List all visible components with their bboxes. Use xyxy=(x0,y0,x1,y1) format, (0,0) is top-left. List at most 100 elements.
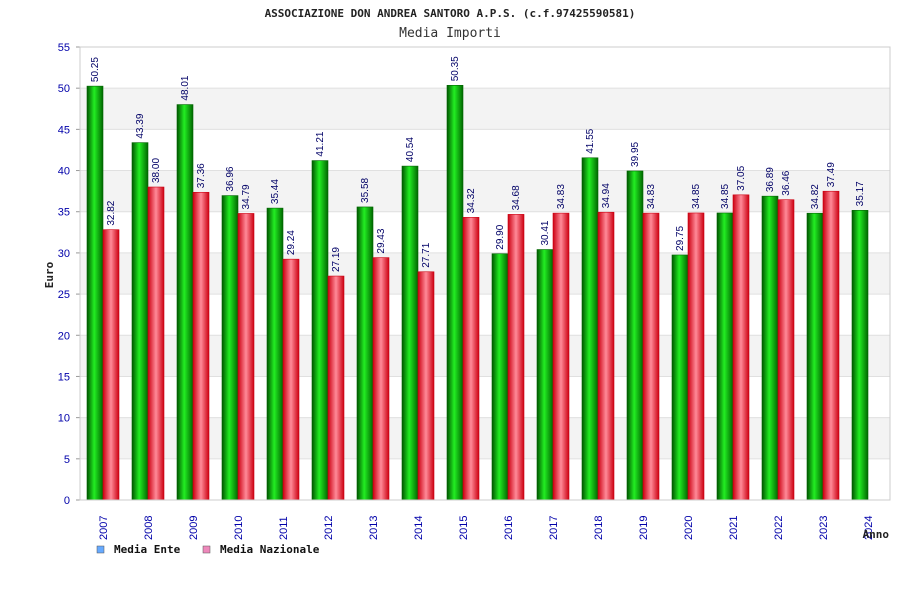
bar-media-ente xyxy=(266,207,284,501)
value-label-media-nazionale: 34.83 xyxy=(556,184,567,209)
value-label-media-ente: 35.58 xyxy=(360,177,371,202)
bars-group: 50.25 32.82 43.39 38.00 48.01 37.36 36.96 34.79… xyxy=(86,56,869,501)
x-axis-ticks: 2007 2008 2009 2010 2011 2012 2013 2014 2015 2016… xyxy=(98,516,875,540)
value-label-media-nazionale: 34.83 xyxy=(646,184,657,209)
bar-media-nazionale xyxy=(462,217,480,501)
value-label-media-nazionale: 34.85 xyxy=(691,183,702,208)
bar-media-nazionale xyxy=(597,211,615,501)
y-axis-ticks: 0 5 10 15 20 25 30 35 40 45 50 55 xyxy=(58,42,80,507)
x-tick-label: 2023 xyxy=(818,516,830,540)
bar-media-nazionale xyxy=(417,271,435,501)
bar-media-ente xyxy=(806,212,824,501)
value-label-media-nazionale: 34.94 xyxy=(601,183,612,208)
bar-media-nazionale xyxy=(777,199,795,501)
x-tick-label: 2018 xyxy=(593,516,605,540)
y-tick-label: 55 xyxy=(58,42,70,54)
legend: Media Ente Media Nazionale xyxy=(96,543,320,556)
value-label-media-ente: 36.96 xyxy=(225,166,236,191)
grid-band xyxy=(80,252,890,295)
value-label-media-nazionale: 37.36 xyxy=(196,163,207,188)
y-tick-label: 45 xyxy=(58,124,70,136)
bar-media-nazionale xyxy=(687,212,705,501)
bar-media-nazionale xyxy=(552,212,570,501)
x-tick-label: 2014 xyxy=(413,516,425,540)
bar-media-nazionale xyxy=(732,194,750,501)
y-tick-label: 25 xyxy=(58,289,70,301)
y-tick-label: 40 xyxy=(58,166,70,178)
x-axis-label: Anno xyxy=(863,528,890,541)
legend-swatch-media-nazionale xyxy=(202,545,211,554)
x-tick-label: 2024 xyxy=(863,516,875,540)
bar-media-ente xyxy=(491,253,509,501)
x-tick-label: 2011 xyxy=(278,516,290,540)
x-tick-label: 2009 xyxy=(188,516,200,540)
x-tick-label: 2008 xyxy=(143,516,155,540)
x-tick-label: 2007 xyxy=(98,516,110,540)
y-tick-label: 15 xyxy=(58,371,70,383)
bar-media-ente xyxy=(761,195,779,501)
bar-media-ente xyxy=(716,212,734,501)
bar-media-ente xyxy=(581,157,599,501)
grid-band xyxy=(80,335,890,377)
y-tick-label: 20 xyxy=(58,330,70,342)
bar-media-nazionale xyxy=(327,275,345,501)
value-label-media-nazionale: 37.05 xyxy=(736,165,747,190)
value-label-media-nazionale: 27.19 xyxy=(331,247,342,272)
bar-media-ente xyxy=(356,206,374,501)
bar-media-nazionale xyxy=(102,229,120,501)
y-axis-label: Euro xyxy=(43,261,56,288)
x-tick-label: 2019 xyxy=(638,516,650,540)
value-label-media-nazionale: 27.71 xyxy=(421,242,432,267)
value-label-media-nazionale: 34.32 xyxy=(466,188,477,213)
x-tick-label: 2013 xyxy=(368,516,380,540)
x-tick-label: 2017 xyxy=(548,516,560,540)
bar-media-nazionale xyxy=(822,190,840,501)
value-label-media-ente: 30.41 xyxy=(540,220,551,245)
value-label-media-ente: 50.25 xyxy=(90,57,101,82)
grid-band xyxy=(80,88,890,130)
x-tick-label: 2012 xyxy=(323,516,335,540)
bar-media-ente xyxy=(131,142,149,501)
value-label-media-nazionale: 34.68 xyxy=(511,185,522,210)
bar-media-ente xyxy=(536,249,554,501)
chart-subtitle: Media Importi xyxy=(399,26,501,41)
x-tick-label: 2020 xyxy=(683,516,695,540)
value-label-media-nazionale: 38.00 xyxy=(151,158,162,183)
legend-label-media-nazionale: Media Nazionale xyxy=(220,543,320,556)
grid-band xyxy=(80,458,890,500)
plot-background xyxy=(80,46,890,501)
bar-media-nazionale xyxy=(507,214,525,501)
y-tick-label: 10 xyxy=(58,413,70,425)
bar-media-ente xyxy=(446,84,464,501)
y-tick-label: 5 xyxy=(64,454,70,466)
bar-media-ente xyxy=(311,160,329,501)
value-label-media-nazionale: 37.49 xyxy=(826,162,837,187)
legend-swatch-media-ente xyxy=(96,545,105,554)
value-label-media-ente: 50.35 xyxy=(450,56,461,81)
bar-media-ente xyxy=(86,85,104,501)
value-label-media-nazionale: 32.82 xyxy=(106,200,117,225)
x-tick-label: 2021 xyxy=(728,516,740,540)
value-label-media-ente: 29.75 xyxy=(675,226,686,251)
value-label-media-ente: 34.82 xyxy=(810,184,821,209)
bar-media-ente xyxy=(221,195,239,501)
grid-band xyxy=(80,211,890,253)
bar-media-ente xyxy=(851,210,869,501)
plot-frame xyxy=(79,46,891,501)
y-tick-label: 0 xyxy=(64,495,70,507)
y-tick-label: 50 xyxy=(58,83,70,95)
value-label-media-ente: 35.17 xyxy=(855,181,866,206)
bar-media-ente xyxy=(401,165,419,501)
grid-band xyxy=(80,376,890,418)
y-tick-label: 30 xyxy=(58,248,70,260)
grid-band xyxy=(80,417,890,459)
value-label-media-ente: 48.01 xyxy=(180,75,191,100)
value-label-media-ente: 35.44 xyxy=(270,179,281,204)
value-label-media-ente: 43.39 xyxy=(135,113,146,138)
grid-band xyxy=(80,47,890,89)
y-tick-label: 35 xyxy=(58,207,70,219)
bar-media-nazionale xyxy=(147,186,165,501)
bar-media-nazionale xyxy=(237,213,255,501)
value-label-media-ente: 34.85 xyxy=(720,183,731,208)
